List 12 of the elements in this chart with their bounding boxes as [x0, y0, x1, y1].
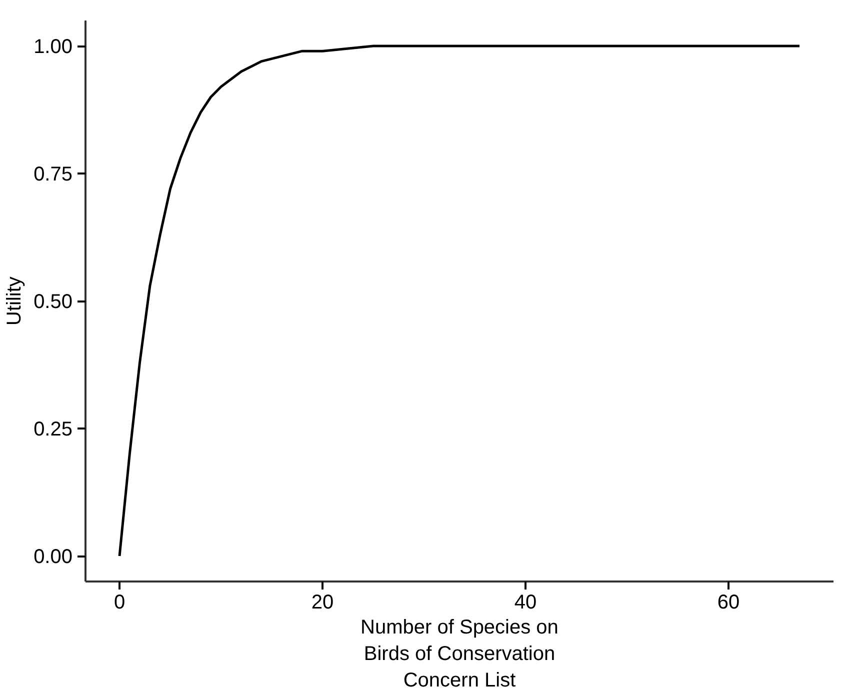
y-tick-label: 1.00 [34, 36, 73, 58]
y-tick-label: 0.50 [34, 291, 73, 313]
x-tick-label: 20 [311, 592, 334, 614]
y-tick-label: 0.00 [34, 546, 73, 568]
x-axis-title: Number of Species on Birds of Conservation Concern List [360, 616, 558, 692]
y-tick-label: 0.25 [34, 418, 73, 440]
x-tick-label: 0 [114, 592, 126, 614]
y-axis-title: Utility [4, 276, 26, 326]
line-series [118, 44, 801, 558]
x-tick-label: 40 [514, 592, 537, 614]
y-tick-label: 0.75 [34, 164, 73, 186]
x-tick-label: 60 [717, 592, 740, 614]
